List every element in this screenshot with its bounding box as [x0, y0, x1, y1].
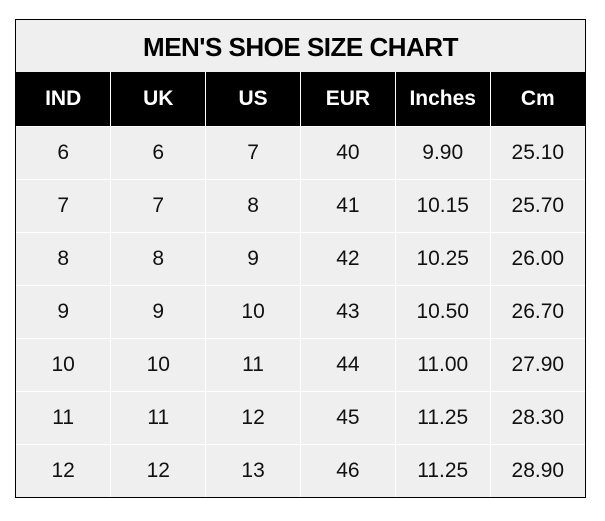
table-row: 11 11 12 45 11.25 28.30 — [16, 391, 585, 445]
column-header: Inches — [394, 72, 491, 127]
table-cell: 41 — [299, 179, 396, 233]
table-row: 7 7 8 41 10.15 25.70 — [16, 179, 585, 233]
table-cell: 10.15 — [394, 179, 491, 233]
table-cell: 44 — [299, 338, 396, 392]
table-cell: 28.90 — [489, 444, 585, 497]
table-cell: 11.25 — [394, 444, 491, 497]
table-cell: 10 — [16, 338, 112, 392]
table-cell: 7 — [16, 179, 112, 233]
table-cell: 12 — [110, 444, 207, 497]
table-cell: 8 — [205, 179, 301, 233]
table-cell: 11 — [205, 338, 301, 392]
table-cell: 26.00 — [489, 232, 585, 286]
table-cell: 40 — [299, 126, 396, 180]
chart-title: MEN'S SHOE SIZE CHART — [143, 32, 458, 62]
table-cell: 10.25 — [394, 232, 491, 286]
table-cell: 25.10 — [489, 126, 585, 180]
table-cell: 9 — [205, 232, 301, 286]
column-header: IND — [16, 72, 112, 127]
table-row: 8 8 9 42 10.25 26.00 — [16, 232, 585, 286]
size-chart: MEN'S SHOE SIZE CHART IND UK US EUR Inches Cm… — [15, 19, 586, 498]
table-cell: 8 — [110, 232, 207, 286]
table-row: 6 6 7 40 9.90 25.10 — [16, 126, 585, 180]
column-header: Cm — [489, 72, 585, 127]
header-row: IND UK US EUR Inches Cm — [16, 72, 585, 127]
table-cell: 11 — [110, 391, 207, 445]
table-cell: 6 — [16, 126, 112, 180]
table-row: 9 9 10 43 10.50 26.70 — [16, 285, 585, 339]
table-cell: 12 — [16, 444, 112, 497]
table-cell: 12 — [205, 391, 301, 445]
table-cell: 7 — [205, 126, 301, 180]
size-table: IND UK US EUR Inches Cm 6 6 7 40 9.90 25.10 7 7 8 41 10… — [16, 72, 585, 497]
table-row: 12 12 13 46 11.25 28.90 — [16, 444, 585, 497]
table-cell: 11.25 — [394, 391, 491, 445]
table-row: 10 10 11 44 11.00 27.90 — [16, 338, 585, 392]
table-cell: 6 — [110, 126, 207, 180]
table-cell: 9 — [110, 285, 207, 339]
column-header: EUR — [299, 72, 396, 127]
table-cell: 26.70 — [489, 285, 585, 339]
table-cell: 10.50 — [394, 285, 491, 339]
table-cell: 8 — [16, 232, 112, 286]
table-cell: 11 — [16, 391, 112, 445]
table-cell: 43 — [299, 285, 396, 339]
table-cell: 28.30 — [489, 391, 585, 445]
table-cell: 13 — [205, 444, 301, 497]
table-cell: 27.90 — [489, 338, 585, 392]
column-header: UK — [110, 72, 207, 127]
table-cell: 46 — [299, 444, 396, 497]
column-header: US — [205, 72, 301, 127]
table-cell: 42 — [299, 232, 396, 286]
table-cell: 25.70 — [489, 179, 585, 233]
table-cell: 9 — [16, 285, 112, 339]
table-cell: 10 — [110, 338, 207, 392]
table-cell: 9.90 — [394, 126, 491, 180]
table-cell: 45 — [299, 391, 396, 445]
table-cell: 10 — [205, 285, 301, 339]
table-cell: 11.00 — [394, 338, 491, 392]
table-cell: 7 — [110, 179, 207, 233]
